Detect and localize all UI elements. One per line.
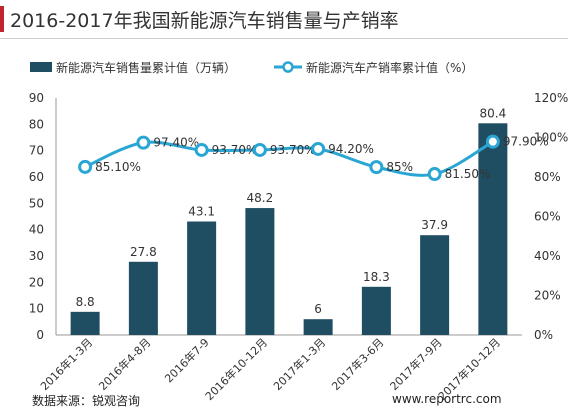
rate-value-label: 81.50% xyxy=(445,167,491,181)
y-left-tick-label: 40 xyxy=(29,223,44,237)
x-category-label: 2017年7-9月 xyxy=(387,335,445,393)
y-right-tick-label: 100% xyxy=(534,131,568,145)
bar-value-label: 6 xyxy=(314,302,322,316)
y-right-tick-label: 20% xyxy=(534,289,561,303)
y-left-tick-label: 30 xyxy=(29,249,44,263)
legend-marker-line xyxy=(282,61,294,73)
rate-marker xyxy=(78,159,93,174)
x-category-label: 2016年4-8月 xyxy=(96,335,154,393)
bar xyxy=(420,235,450,335)
bar-value-label: 37.9 xyxy=(421,218,448,232)
y-right-tick-label: 120% xyxy=(534,91,568,105)
x-category-label: 2016年7-9 xyxy=(162,335,212,385)
rate-value-label: 97.90% xyxy=(503,135,549,149)
rate-marker xyxy=(194,142,209,157)
rate-value-label: 94.20% xyxy=(328,142,374,156)
legend-swatch-bar xyxy=(30,62,52,72)
x-category-label: 2016年10-12月 xyxy=(202,335,270,403)
x-category-label: 2017年3-6月 xyxy=(329,335,387,393)
y-left-tick-label: 20 xyxy=(29,275,44,289)
title-divider xyxy=(0,38,568,39)
y-left-tick-label: 60 xyxy=(29,170,44,184)
x-category-label: 2016年1-3月 xyxy=(37,335,95,393)
rate-marker xyxy=(369,160,384,175)
rate-marker xyxy=(427,167,442,182)
rate-value-label: 93.70% xyxy=(212,143,258,157)
y-left-tick-label: 70 xyxy=(29,144,44,158)
bar xyxy=(361,286,391,335)
bar-value-label: 80.4 xyxy=(480,106,507,120)
rate-marker xyxy=(485,134,500,149)
website-watermark: www.reportrc.com xyxy=(392,392,502,406)
bar-value-label: 48.2 xyxy=(247,191,274,205)
chart-title: 2016-2017年我国新能源汽车销售量与产销率 xyxy=(10,10,399,32)
y-right-tick-label: 0% xyxy=(534,328,553,342)
bar xyxy=(70,311,100,335)
bar xyxy=(303,319,333,335)
bar-value-label: 43.1 xyxy=(188,205,215,219)
bar xyxy=(245,208,275,335)
y-right-tick-label: 80% xyxy=(534,170,561,184)
rate-value-label: 85% xyxy=(386,160,413,174)
y-left-tick-label: 0 xyxy=(36,328,44,342)
bar xyxy=(187,221,217,335)
rate-marker xyxy=(252,142,267,157)
legend-label-bar: 新能源汽车销售量累计值（万辆） xyxy=(56,60,236,75)
y-right-tick-label: 40% xyxy=(534,249,561,263)
rate-value-label: 93.70% xyxy=(270,143,316,157)
data-source: 数据来源：锐观咨询 xyxy=(32,394,141,408)
y-left-tick-label: 10 xyxy=(29,302,44,316)
x-category-label: 2017年1-3月 xyxy=(270,335,328,393)
rate-marker xyxy=(311,141,326,156)
y-left-tick-label: 90 xyxy=(29,91,44,105)
y-left-tick-label: 80 xyxy=(29,117,44,131)
title-accent-bar xyxy=(0,6,4,32)
bar-value-label: 18.3 xyxy=(363,270,390,284)
y-right-tick-label: 60% xyxy=(534,210,561,224)
rate-marker xyxy=(136,135,151,150)
legend-label-line: 新能源汽车产销率累计值（%） xyxy=(306,60,473,75)
bar-value-label: 8.8 xyxy=(76,295,95,309)
bar-value-label: 27.8 xyxy=(130,245,157,259)
rate-value-label: 97.40% xyxy=(153,136,199,150)
rate-value-label: 85.10% xyxy=(95,160,141,174)
bar xyxy=(128,261,158,335)
y-left-tick-label: 50 xyxy=(29,196,44,210)
bar xyxy=(478,123,508,335)
